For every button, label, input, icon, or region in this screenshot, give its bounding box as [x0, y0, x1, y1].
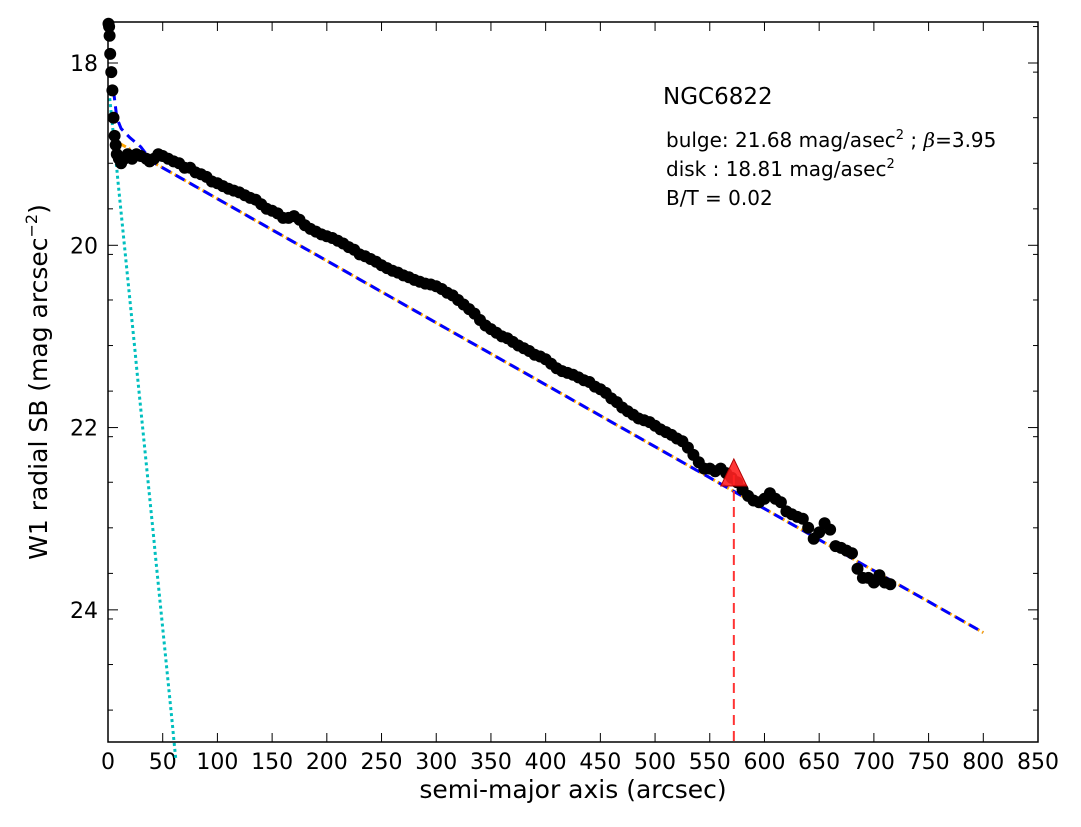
- x-tick-label: 750: [908, 750, 950, 775]
- x-tick-label: 200: [306, 750, 348, 775]
- bulge-prefix: bulge: 21.68 mag/asec: [666, 128, 896, 152]
- x-tick-label: 250: [361, 750, 403, 775]
- data-point: [106, 84, 119, 97]
- data-point: [796, 512, 809, 525]
- disk-annotation: disk : 18.81 mag/asec2: [666, 157, 895, 181]
- data-point: [109, 139, 122, 151]
- x-tick-label: 0: [101, 750, 115, 775]
- x-tick-label: 800: [962, 750, 1004, 775]
- x-tick-label: 650: [798, 750, 840, 775]
- break-marker-triangle: [720, 457, 748, 487]
- bulge-exponent: 2: [896, 128, 904, 143]
- y-axis-label-close: ): [24, 204, 53, 214]
- bulge-model-line: [107, 92, 178, 760]
- x-tick-label: 450: [579, 750, 621, 775]
- disk-prefix: disk : 18.81 mag/asec: [666, 157, 886, 181]
- plot-area: [108, 22, 1038, 742]
- data-point: [108, 129, 121, 142]
- x-tick-label: 350: [470, 750, 512, 775]
- x-tick-label: 600: [743, 750, 785, 775]
- x-tick-label: 500: [634, 750, 676, 775]
- x-tick-label: 700: [853, 750, 895, 775]
- data-point: [884, 578, 897, 591]
- beta-symbol: β: [923, 128, 936, 152]
- data-point: [774, 496, 787, 509]
- y-axis-label: W1 radial SB (mag arcsec−2): [22, 204, 53, 560]
- y-tick-label: 18: [70, 52, 98, 77]
- x-tick-label: 550: [689, 750, 731, 775]
- break-layer: [720, 457, 748, 742]
- chart-title: NGC6822: [663, 84, 773, 110]
- x-tick-label: 50: [149, 750, 177, 775]
- y-tick-label: 20: [70, 234, 98, 259]
- x-tick-label: 150: [251, 750, 293, 775]
- observed-points: [102, 17, 897, 591]
- x-tick-label: 300: [415, 750, 457, 775]
- bulge-suffix: =3.95: [935, 128, 996, 152]
- data-point: [813, 526, 826, 539]
- data-point: [846, 547, 858, 560]
- data-point: [851, 562, 864, 575]
- disk-exponent: 2: [886, 157, 894, 172]
- data-point: [105, 66, 118, 79]
- y-axis-label-exponent: −2: [22, 214, 41, 238]
- x-tick-label: 100: [196, 750, 238, 775]
- data-point: [802, 521, 815, 534]
- x-axis-label: semi-major axis (arcsec): [419, 775, 726, 804]
- bulge-mid: ;: [904, 128, 923, 152]
- data-point: [103, 29, 116, 42]
- ticks-layer: 0 50 100 150 200 250 300 350 400 450 500 550 600 650 7…: [70, 22, 1059, 775]
- x-tick-label: 850: [1017, 750, 1059, 775]
- y-tick-label: 24: [70, 599, 98, 624]
- data-point: [824, 523, 837, 536]
- x-tick-label: 400: [525, 750, 567, 775]
- y-axis-label-text: W1 radial SB (mag arcsec: [24, 238, 53, 560]
- y-tick-label: 22: [70, 417, 98, 442]
- data-point: [107, 111, 120, 124]
- plot-frame: [107, 21, 1039, 743]
- data-point: [104, 47, 117, 60]
- bt-annotation: B/T = 0.02: [666, 186, 773, 210]
- data-point: [103, 20, 116, 33]
- bulge-annotation: bulge: 21.68 mag/asec2 ; β=3.95: [666, 128, 996, 152]
